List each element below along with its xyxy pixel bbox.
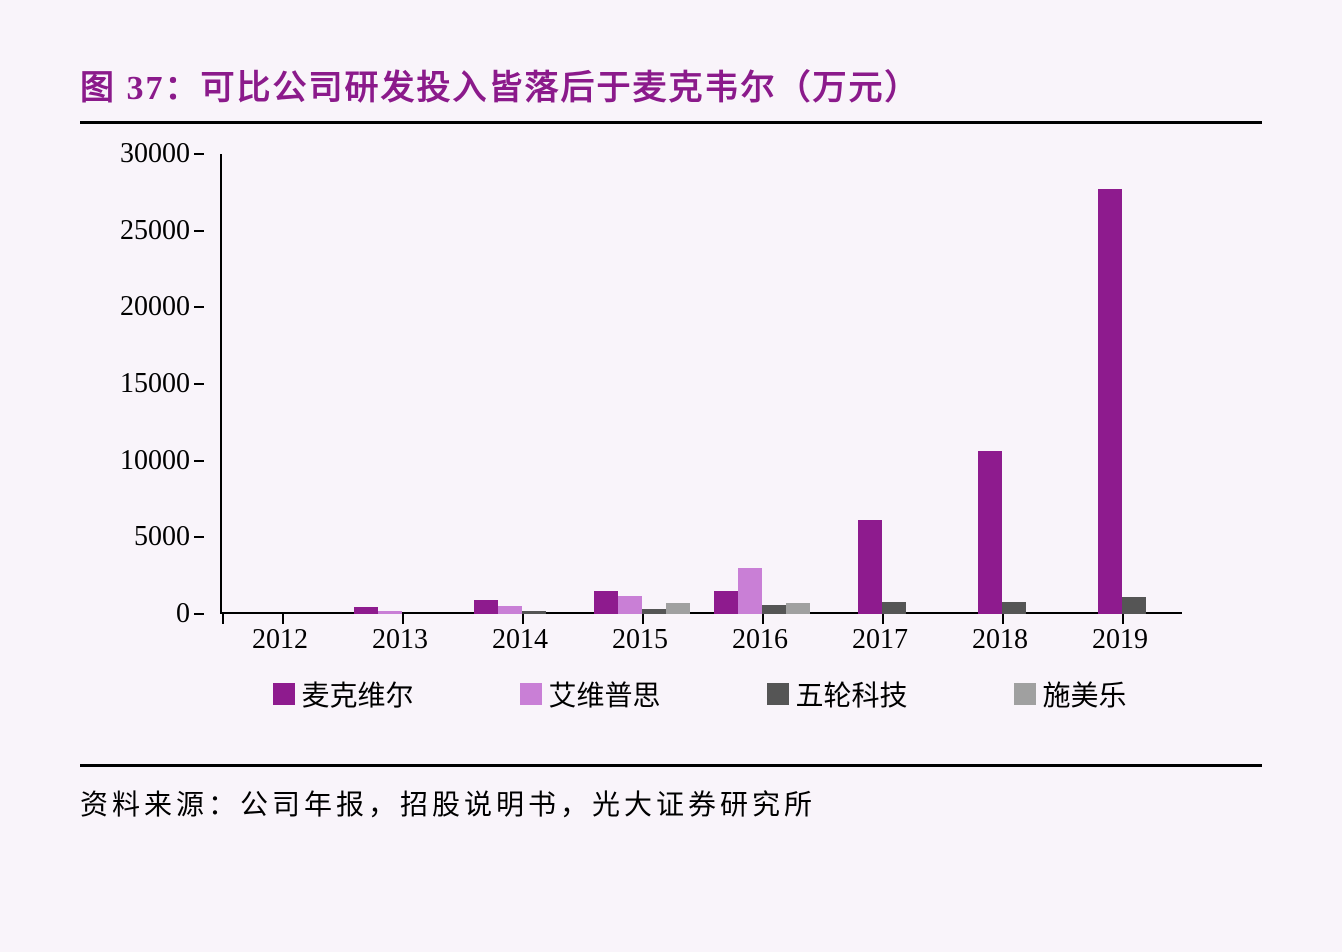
legend: 麦克维尔 艾维普思 五轮科技 施美乐 — [220, 674, 1180, 714]
legend-label: 施美乐 — [1042, 674, 1126, 714]
source-line: 资料来源：公司年报，招股说明书，光大证券研究所 — [80, 783, 1262, 823]
x-tick-mark — [522, 614, 524, 624]
y-tick-mark — [194, 383, 204, 385]
x-tick-mark — [642, 614, 644, 624]
y-tick-label: 15000 — [100, 368, 190, 400]
bottom-underline — [80, 764, 1262, 767]
y-tick-mark — [194, 536, 204, 538]
x-axis-labels: 2012 2013 2014 2015 2016 2017 2018 2019 — [220, 624, 1180, 664]
bar — [522, 611, 546, 614]
y-tick-label: 30000 — [100, 138, 190, 170]
plot-area — [220, 154, 1182, 614]
x-tick-label: 2015 — [612, 624, 668, 656]
x-tick-mark — [1122, 614, 1124, 624]
bar-group — [1098, 189, 1146, 614]
y-tick-mark — [194, 306, 204, 308]
x-tick-mark — [282, 614, 284, 624]
x-tick-mark — [882, 614, 884, 624]
x-tick-label: 2012 — [252, 624, 308, 656]
legend-label: 艾维普思 — [548, 674, 660, 714]
chart-area: 050001000015000200002500030000 201220132… — [100, 154, 1200, 714]
bar-group — [594, 591, 690, 614]
y-axis: 050001000015000200002500030000 — [100, 154, 210, 614]
y-tick-label: 25000 — [100, 215, 190, 247]
bar — [1098, 189, 1122, 614]
bar — [642, 609, 666, 614]
bar — [354, 607, 378, 614]
bar — [666, 603, 690, 614]
y-tick-mark — [194, 460, 204, 462]
bar-group — [858, 520, 906, 614]
bar — [858, 520, 882, 614]
x-tick-label: 2017 — [852, 624, 908, 656]
bar — [378, 611, 402, 614]
bar — [498, 606, 522, 614]
bar-group — [714, 568, 810, 614]
bar-group — [354, 607, 450, 614]
legend-label: 五轮科技 — [795, 674, 907, 714]
legend-item: 施美乐 — [1014, 674, 1126, 714]
bar — [786, 603, 810, 614]
y-tick-label: 20000 — [100, 291, 190, 323]
bar — [1122, 597, 1146, 614]
x-tick-label: 2014 — [492, 624, 548, 656]
bar-group — [474, 600, 570, 614]
x-tick-label: 2016 — [732, 624, 788, 656]
legend-item: 艾维普思 — [520, 674, 660, 714]
y-tick-mark — [194, 153, 204, 155]
x-tick-mark — [762, 614, 764, 624]
y-tick-label: 10000 — [100, 445, 190, 477]
x-tick-mark — [1002, 614, 1004, 624]
bar — [882, 602, 906, 614]
bar — [618, 596, 642, 614]
x-tick-mark — [402, 614, 404, 624]
legend-item: 麦克维尔 — [273, 674, 413, 714]
x-tick-label: 2018 — [972, 624, 1028, 656]
y-tick-label: 0 — [100, 598, 190, 630]
legend-label: 麦克维尔 — [301, 674, 413, 714]
bar — [762, 605, 786, 614]
chart-title: 图 37：可比公司研发投入皆落后于麦克韦尔（万元） — [80, 60, 1262, 109]
y-tick-mark — [194, 613, 204, 615]
bar — [594, 591, 618, 614]
bar — [1002, 602, 1026, 614]
bar-group — [978, 451, 1026, 614]
legend-swatch — [520, 683, 542, 705]
title-underline — [80, 121, 1262, 124]
legend-swatch — [1014, 683, 1036, 705]
figure-container: 图 37：可比公司研发投入皆落后于麦克韦尔（万元） 0 5000 10000 1500… — [0, 0, 1342, 952]
legend-swatch — [767, 683, 789, 705]
bar — [738, 568, 762, 614]
y-tick-mark — [194, 230, 204, 232]
y-tick-label: 5000 — [100, 521, 190, 553]
bar — [714, 591, 738, 614]
x-tick-mark — [222, 614, 224, 624]
legend-swatch — [273, 683, 295, 705]
x-tick-label: 2013 — [372, 624, 428, 656]
x-tick-label: 2019 — [1092, 624, 1148, 656]
legend-item: 五轮科技 — [767, 674, 907, 714]
bar — [978, 451, 1002, 614]
bar — [474, 600, 498, 614]
